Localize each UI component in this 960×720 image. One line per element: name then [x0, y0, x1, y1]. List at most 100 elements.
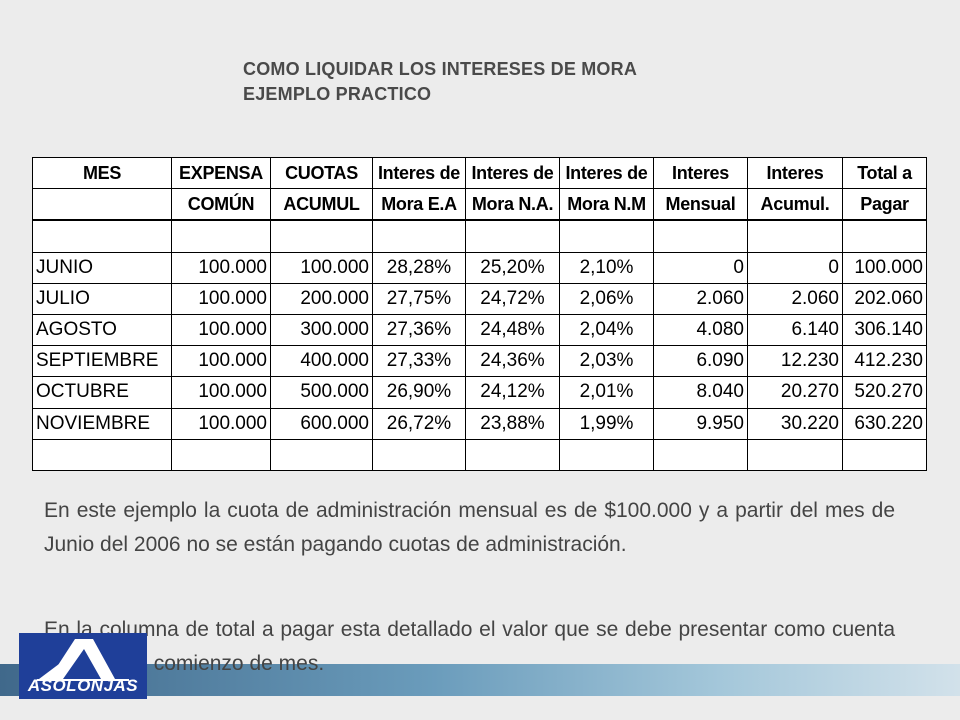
value-cell: 100.000: [171, 251, 271, 284]
header-cell: Mensual: [653, 188, 748, 221]
empty-cell: [653, 219, 748, 253]
empty-cell: [171, 438, 271, 472]
footer-bar: [0, 664, 960, 696]
value-cell: 2.060: [747, 282, 843, 315]
month-cell: JUNIO: [32, 251, 172, 284]
empty-cell: [747, 219, 843, 253]
value-cell: 100.000: [171, 313, 271, 347]
header-cell: Interes de: [465, 156, 560, 190]
empty-cell: [653, 438, 748, 472]
header-cell: CUOTAS: [270, 156, 373, 190]
value-cell: 24,48%: [465, 313, 560, 347]
empty-cell: [372, 438, 466, 472]
empty-cell: [465, 438, 560, 472]
value-cell: 100.000: [171, 345, 271, 378]
header-cell: COMÚN: [171, 188, 271, 221]
value-cell: 30.220: [747, 407, 843, 440]
slide-title: COMO LIQUIDAR LOS INTERESES DE MORA EJEM…: [243, 57, 637, 107]
value-cell: 200.000: [270, 282, 373, 315]
value-cell: 24,72%: [465, 282, 560, 315]
asolonjas-logo-icon: [37, 639, 129, 681]
value-cell: 2,01%: [559, 376, 654, 409]
empty-cell: [747, 438, 843, 472]
value-cell: 0: [747, 251, 843, 284]
value-cell: 100.000: [270, 251, 373, 284]
empty-cell: [32, 438, 172, 472]
value-cell: 6.090: [653, 345, 748, 378]
empty-cell: [559, 219, 654, 253]
header-cell: Mora E.A: [372, 188, 466, 221]
empty-cell: [32, 219, 172, 253]
value-cell: 6.140: [747, 313, 843, 347]
value-cell: 26,90%: [372, 376, 466, 409]
header-cell: Interes de: [559, 156, 654, 190]
header-cell: Pagar: [842, 188, 927, 221]
value-cell: 24,12%: [465, 376, 560, 409]
value-cell: 27,75%: [372, 282, 466, 315]
value-cell: 600.000: [270, 407, 373, 440]
header-cell: EXPENSA: [171, 156, 271, 190]
header-row-1: MES EXPENSA CUOTAS Interes de Interes de Inte…: [32, 156, 927, 190]
interest-table: MES EXPENSA CUOTAS Interes de Interes de Inte…: [32, 156, 927, 472]
empty-cell: [270, 219, 373, 253]
value-cell: 4.080: [653, 313, 748, 347]
value-cell: 25,20%: [465, 251, 560, 284]
value-cell: 500.000: [270, 376, 373, 409]
spacer-row: [32, 219, 927, 253]
value-cell: 9.950: [653, 407, 748, 440]
empty-cell: [842, 438, 927, 472]
trailing-blank-row: [32, 438, 927, 472]
header-cell: Interes: [747, 156, 843, 190]
empty-cell: [270, 438, 373, 472]
header-cell: [32, 188, 172, 221]
value-cell: 8.040: [653, 376, 748, 409]
title-line-2: EJEMPLO PRACTICO: [243, 84, 432, 104]
value-cell: 100.000: [171, 376, 271, 409]
month-cell: JULIO: [32, 282, 172, 315]
header-cell: Acumul.: [747, 188, 843, 221]
header-cell: Interes de: [372, 156, 466, 190]
value-cell: 2,04%: [559, 313, 654, 347]
empty-cell: [372, 219, 466, 253]
value-cell: 1,99%: [559, 407, 654, 440]
value-cell: 520.270: [842, 376, 927, 409]
header-cell: Mora N.A.: [465, 188, 560, 221]
table-row: OCTUBRE 100.000 500.000 26,90% 24,12% 2,01% 8.…: [32, 376, 927, 409]
value-cell: 28,28%: [372, 251, 466, 284]
table-row: JULIO 100.000 200.000 27,75% 24,72% 2,06% 2.06…: [32, 282, 927, 315]
table-row: SEPTIEMBRE 100.000 400.000 27,33% 24,36% 2,03…: [32, 345, 927, 378]
value-cell: 27,33%: [372, 345, 466, 378]
value-cell: 2,03%: [559, 345, 654, 378]
month-cell: AGOSTO: [32, 313, 172, 347]
header-cell: Total a: [842, 156, 927, 190]
value-cell: 20.270: [747, 376, 843, 409]
month-cell: SEPTIEMBRE: [32, 345, 172, 378]
explanation-paragraph-1: En este ejemplo la cuota de administraci…: [44, 499, 895, 556]
header-cell: MES: [32, 156, 172, 190]
value-cell: 23,88%: [465, 407, 560, 440]
empty-cell: [465, 219, 560, 253]
value-cell: 12.230: [747, 345, 843, 378]
value-cell: 400.000: [270, 345, 373, 378]
value-cell: 630.220: [842, 407, 927, 440]
value-cell: 27,36%: [372, 313, 466, 347]
header-row-2: COMÚN ACUMUL Mora E.A Mora N.A. Mora N.M Mens…: [32, 188, 927, 221]
empty-cell: [842, 219, 927, 253]
value-cell: 100.000: [171, 407, 271, 440]
month-cell: NOVIEMBRE: [32, 407, 172, 440]
month-cell: OCTUBRE: [32, 376, 172, 409]
value-cell: 306.140: [842, 313, 927, 347]
value-cell: 100.000: [171, 282, 271, 315]
value-cell: 412.230: [842, 345, 927, 378]
table-row: NOVIEMBRE 100.000 600.000 26,72% 23,88% 1,99%…: [32, 407, 927, 440]
value-cell: 0: [653, 251, 748, 284]
header-cell: ACUMUL: [270, 188, 373, 221]
value-cell: 2.060: [653, 282, 748, 315]
logo-text: ASOLONJAS: [27, 676, 139, 695]
header-cell: Mora N.M: [559, 188, 654, 221]
value-cell: 24,36%: [465, 345, 560, 378]
value-cell: 2,10%: [559, 251, 654, 284]
value-cell: 2,06%: [559, 282, 654, 315]
value-cell: 300.000: [270, 313, 373, 347]
table-row: AGOSTO 100.000 300.000 27,36% 24,48% 2,04% 4.0…: [32, 313, 927, 347]
